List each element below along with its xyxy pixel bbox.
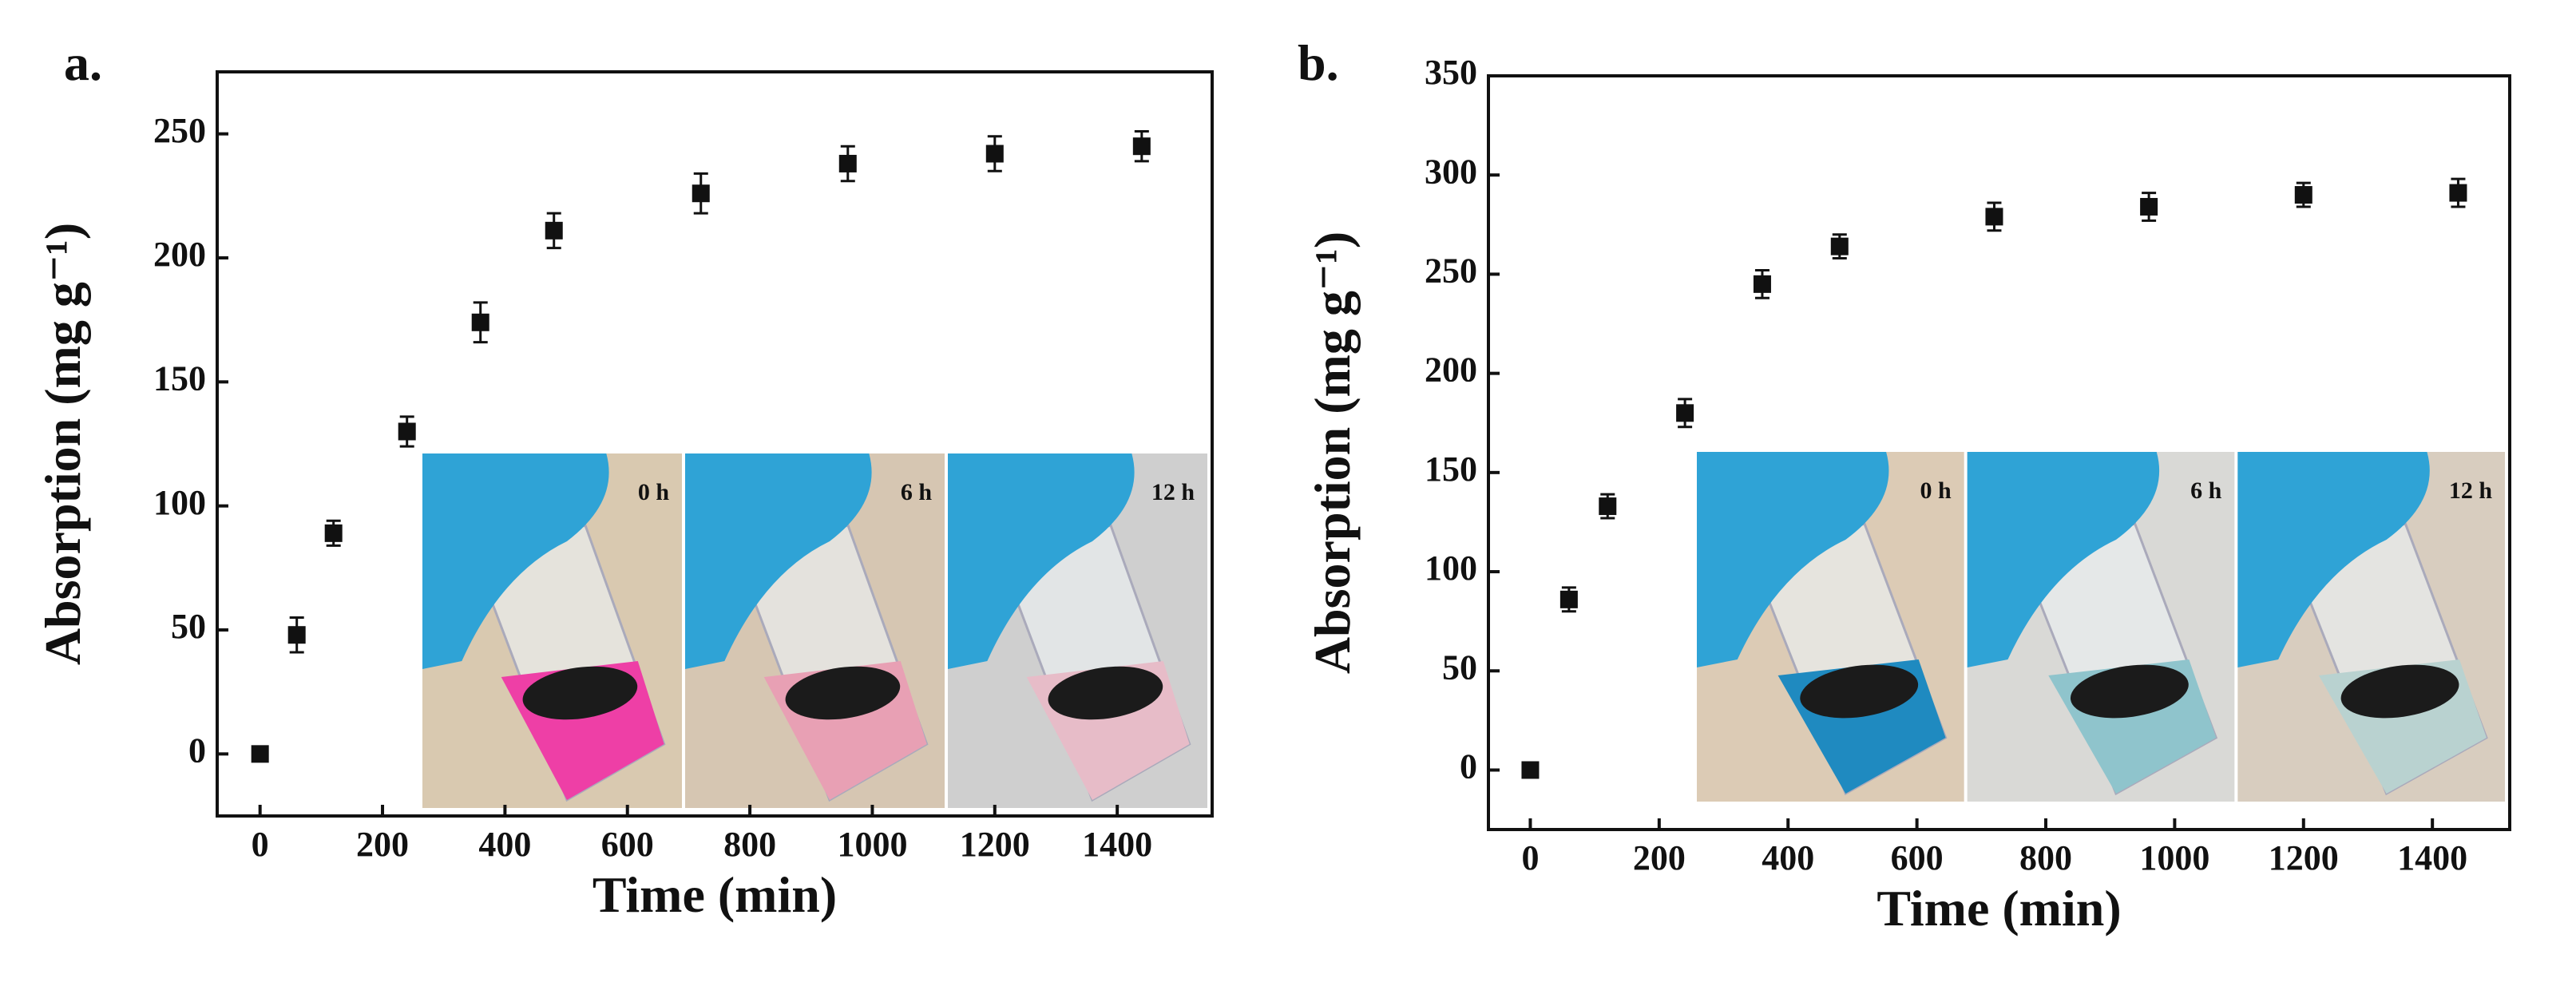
plot-frame <box>216 70 1214 818</box>
y-tick-label: 100 <box>153 483 206 522</box>
y-tick-label: 200 <box>153 235 206 274</box>
x-tick-label: 600 <box>1891 838 1944 877</box>
data-point <box>398 422 416 441</box>
sponge <box>785 666 901 720</box>
y-tick-label: 250 <box>153 111 206 150</box>
data-point <box>1559 590 1578 608</box>
y-tick-label: 150 <box>1425 449 1477 489</box>
sponge <box>1800 664 1919 719</box>
x-tick-label: 200 <box>356 825 409 864</box>
y-tick-label: 100 <box>1425 549 1477 588</box>
sponge <box>522 666 638 720</box>
x-tick-label: 1400 <box>1082 825 1152 864</box>
inset-label: 6 h <box>2190 477 2222 504</box>
inset-photo <box>1697 452 1964 802</box>
x-tick-label: 1000 <box>837 825 907 864</box>
y-tick-label: 350 <box>1425 53 1477 92</box>
x-tick-label: 0 <box>1521 838 1539 877</box>
inset-label: 0 h <box>1920 477 1952 504</box>
x-tick-label: 400 <box>1762 838 1814 877</box>
data-point <box>985 145 1004 163</box>
y-axis-label: Absorption (mg g⁻¹) <box>34 223 91 665</box>
glove <box>1967 452 2160 667</box>
x-tick-label: 800 <box>2019 838 2072 877</box>
data-point <box>251 745 269 763</box>
data-point <box>1599 497 1617 516</box>
y-tick-label: 0 <box>188 731 206 770</box>
data-point <box>2294 186 2312 204</box>
inset-photo <box>422 453 682 808</box>
glove <box>1697 452 1889 667</box>
inset-photo <box>948 453 1207 808</box>
x-tick-label: 400 <box>478 825 531 864</box>
data-point <box>1676 404 1694 422</box>
x-axis-label: Time (min) <box>1877 880 2121 937</box>
x-tick-label: 800 <box>723 825 776 864</box>
inset-label: 0 h <box>638 479 670 505</box>
y-tick-label: 200 <box>1425 350 1477 390</box>
y-tick-label: 150 <box>153 358 206 398</box>
glove <box>422 453 609 669</box>
x-tick-label: 1200 <box>960 825 1030 864</box>
x-axis-label: Time (min) <box>592 866 837 923</box>
y-tick-label: 300 <box>1425 152 1477 191</box>
y-axis-label: Absorption (mg g⁻¹) <box>1304 232 1361 674</box>
data-point <box>2449 184 2467 202</box>
glove <box>2237 452 2430 667</box>
data-point <box>324 524 343 542</box>
data-point <box>1753 275 1771 293</box>
data-point <box>287 626 306 644</box>
data-point <box>545 221 563 240</box>
data-point <box>1521 761 1540 779</box>
x-tick-label: 600 <box>601 825 654 864</box>
y-tick-label: 50 <box>1442 648 1477 687</box>
inset-label: 6 h <box>901 479 933 505</box>
data-point <box>692 184 710 203</box>
x-tick-label: 200 <box>1633 838 1686 877</box>
inset-photo <box>2237 452 2505 802</box>
inset-label: 12 h <box>2449 477 2493 504</box>
data-point <box>2140 197 2158 216</box>
x-tick-label: 1200 <box>2269 838 2339 877</box>
plot-frame <box>1487 74 2511 831</box>
sponge <box>2070 664 2189 719</box>
data-point <box>1830 237 1849 255</box>
x-tick-label: 1000 <box>2139 838 2209 877</box>
y-tick-label: 250 <box>1425 251 1477 291</box>
y-tick-label: 50 <box>171 607 206 646</box>
sponge <box>2340 664 2459 719</box>
inset-photo <box>685 453 945 808</box>
data-point <box>838 154 857 172</box>
glove <box>685 453 872 669</box>
data-point <box>1132 137 1151 156</box>
inset-photo <box>1967 452 2235 802</box>
inset-label: 12 h <box>1151 479 1195 505</box>
x-tick-label: 0 <box>252 825 269 864</box>
glove <box>948 453 1135 669</box>
panel-label: b. <box>1298 34 1339 91</box>
y-tick-label: 0 <box>1460 747 1477 786</box>
data-point <box>1985 208 2003 226</box>
panel-label: a. <box>64 34 102 91</box>
x-tick-label: 1400 <box>2397 838 2467 877</box>
data-point <box>471 313 489 331</box>
sponge <box>1048 666 1163 720</box>
